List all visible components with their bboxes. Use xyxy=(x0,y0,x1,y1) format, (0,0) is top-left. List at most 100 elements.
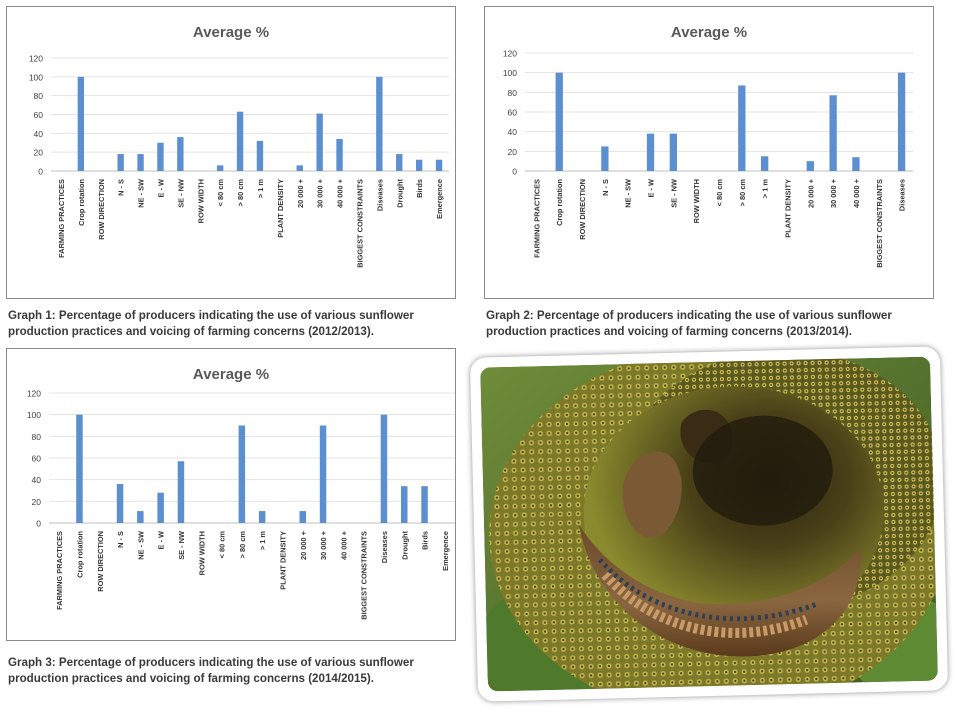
x-tick-label: Diseases xyxy=(380,531,389,563)
chart-title: Average % xyxy=(193,366,269,383)
x-tick-label: 30 000 + xyxy=(316,178,325,208)
bar xyxy=(77,76,85,171)
y-tick-label: 20 xyxy=(32,497,42,507)
y-tick-label: 60 xyxy=(34,110,44,120)
bar xyxy=(421,486,428,523)
bar xyxy=(177,461,185,523)
bar xyxy=(157,142,164,171)
bar xyxy=(380,414,388,523)
y-tick-label: 20 xyxy=(34,148,44,158)
y-tick-label: 80 xyxy=(34,91,44,101)
bar xyxy=(897,72,906,171)
bar xyxy=(316,113,323,171)
x-tick-label: 20 000 + xyxy=(806,178,815,208)
y-tick-label: 60 xyxy=(508,108,518,118)
x-tick-label: Birds xyxy=(415,179,424,198)
bar xyxy=(256,140,264,171)
y-tick-label: 120 xyxy=(503,49,517,59)
x-tick-label: Drought xyxy=(400,530,409,559)
x-tick-label: E - W xyxy=(647,179,656,197)
y-tick-label: 100 xyxy=(503,68,517,78)
x-tick-label: NE - SW xyxy=(624,179,633,208)
bar xyxy=(829,95,837,171)
x-tick-label: Drought xyxy=(395,178,404,207)
x-tick-label: ROW DIRECTION xyxy=(96,531,105,592)
x-tick-label: 30 000 + xyxy=(829,178,838,208)
bar xyxy=(299,511,306,523)
x-tick-label: ROW WIDTH xyxy=(692,179,701,223)
sunflower-photo-frame xyxy=(469,346,949,702)
x-tick-label: N - S xyxy=(116,531,125,548)
bar xyxy=(296,165,303,171)
x-tick-label: E - W xyxy=(157,531,166,549)
bar xyxy=(376,76,383,171)
x-tick-label: PLANT DENSITY xyxy=(276,179,285,238)
y-tick-label: 60 xyxy=(32,454,42,464)
y-tick-label: 100 xyxy=(29,72,43,82)
x-tick-label: < 80 cm xyxy=(216,179,225,207)
y-tick-label: 0 xyxy=(36,519,41,529)
bar xyxy=(401,486,408,523)
x-tick-label: Diseases xyxy=(375,179,384,211)
bar-chart-graph-1: Average % 0 20 40 60 80 100 120 FARMING PRACTICE… xyxy=(29,24,449,268)
x-tick-label: 20 000 + xyxy=(296,178,305,208)
bar xyxy=(76,414,83,523)
x-tick-label: N - S xyxy=(117,179,126,196)
bar xyxy=(852,157,860,171)
bar xyxy=(319,425,327,523)
x-tick-label: ROW DIRECTION xyxy=(97,179,106,240)
y-tick-label: 120 xyxy=(29,54,43,64)
x-tick-label: > 1 m xyxy=(256,179,265,199)
bar xyxy=(258,511,266,523)
x-tick-label: SE - NW xyxy=(176,179,185,208)
bar xyxy=(336,138,343,171)
y-tick-label: 100 xyxy=(27,410,41,420)
bar xyxy=(435,159,443,171)
x-tick-label: Crop rotation xyxy=(75,531,84,578)
bar xyxy=(137,511,144,523)
bar xyxy=(669,133,678,171)
x-tick-label: NE - SW xyxy=(136,531,145,560)
x-tick-label: 40 000 + xyxy=(339,530,348,560)
bar xyxy=(117,154,124,171)
bar xyxy=(116,484,124,523)
x-tick-label: BIGGEST CONSTRAINTS xyxy=(355,179,364,268)
y-tick-label: 80 xyxy=(508,88,518,98)
bar xyxy=(157,492,164,523)
x-tick-label: ROW WIDTH xyxy=(196,179,205,223)
caption-graph-3: Graph 3: Percentage of producers indicat… xyxy=(8,656,414,685)
bar xyxy=(646,133,655,171)
bar xyxy=(216,165,224,171)
x-tick-label: > 1 m xyxy=(761,179,770,199)
x-tick-label: < 80 cm xyxy=(218,531,227,559)
bar-chart-graph-3: Average % 0 20 40 60 80 100 120 FARMING PRACTICE… xyxy=(27,366,455,620)
x-tick-label: N - S xyxy=(601,179,610,196)
x-tick-label: Diseases xyxy=(898,179,907,211)
x-tick-label: BIGGEST CONSTRAINTS xyxy=(875,179,884,268)
bar-chart-graph-2: Average % 0 20 40 60 80 100 120 FARMING PRACTICE… xyxy=(503,24,913,268)
chart-graph-1: Average % 0 20 40 60 80 100 120 FARMING PRACTICE… xyxy=(6,6,456,299)
x-tick-label: 30 000 + xyxy=(319,530,328,560)
chart-graph-3: Average % 0 20 40 60 80 100 120 FARMING PRACTICE… xyxy=(6,348,456,641)
bar xyxy=(806,161,814,171)
bar xyxy=(415,159,423,171)
x-tick-label: SE - NW xyxy=(177,531,186,560)
bar xyxy=(396,154,403,171)
chart-graph-2: Average % 0 20 40 60 80 100 120 FARMING PRACTICE… xyxy=(484,6,934,299)
bar xyxy=(238,425,246,523)
x-tick-label: ROW DIRECTION xyxy=(578,179,587,240)
x-tick-label: > 80 cm xyxy=(738,179,747,207)
y-tick-label: 40 xyxy=(508,127,518,137)
bar xyxy=(137,154,144,171)
sunflower-head-photo xyxy=(480,356,938,692)
x-tick-label: ROW WIDTH xyxy=(197,531,206,575)
bar xyxy=(738,85,746,171)
y-tick-label: 40 xyxy=(32,475,42,485)
caption-graph-1: Graph 1: Percentage of producers indicat… xyxy=(8,309,414,338)
bar xyxy=(760,156,769,171)
x-tick-label: 40 000 + xyxy=(336,178,345,208)
x-tick-label: > 80 cm xyxy=(238,531,247,559)
x-tick-label: Emergence xyxy=(441,531,450,571)
y-tick-label: 80 xyxy=(32,432,42,442)
y-tick-label: 40 xyxy=(34,129,44,139)
